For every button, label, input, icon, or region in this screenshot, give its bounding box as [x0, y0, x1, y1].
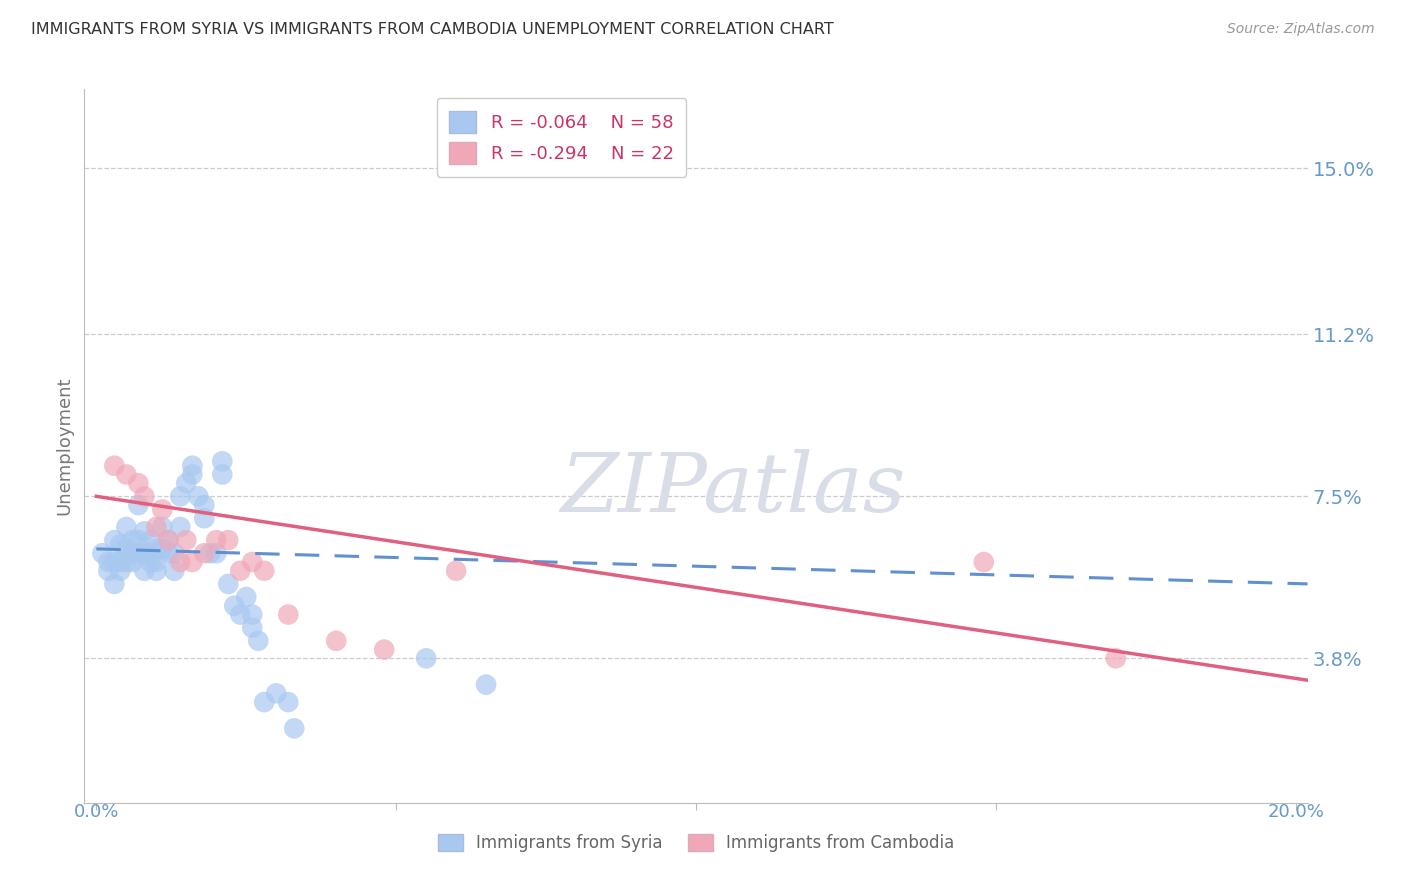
Point [103, 458, 125, 473]
Point [139, 555, 162, 569]
Point [444, 564, 467, 578]
Point [157, 533, 180, 548]
Point [205, 533, 228, 548]
Text: 0.0%: 0.0% [73, 803, 120, 821]
Point [277, 695, 299, 709]
Point [103, 533, 125, 548]
Point [169, 489, 191, 503]
Point [145, 520, 167, 534]
Y-axis label: Unemployment: Unemployment [55, 376, 73, 516]
Point [174, 476, 197, 491]
Point [97, 564, 120, 578]
Point [224, 599, 246, 613]
Point [121, 546, 143, 560]
Point [174, 533, 197, 548]
Point [103, 577, 125, 591]
Point [229, 564, 252, 578]
Point [373, 642, 395, 657]
Point [163, 564, 186, 578]
Point [211, 467, 233, 482]
Point [110, 537, 132, 551]
Text: 20.0%: 20.0% [1267, 803, 1324, 821]
Point [145, 555, 167, 569]
Point [139, 533, 162, 548]
Point [110, 555, 132, 569]
Text: Source: ZipAtlas.com: Source: ZipAtlas.com [1227, 22, 1375, 37]
Point [217, 533, 239, 548]
Point [139, 546, 162, 560]
Point [211, 454, 233, 468]
Point [91, 546, 114, 560]
Point [134, 524, 156, 539]
Point [127, 546, 149, 560]
Point [325, 633, 347, 648]
Legend: Immigrants from Syria, Immigrants from Cambodia: Immigrants from Syria, Immigrants from C… [432, 827, 960, 859]
Point [240, 607, 263, 622]
Point [121, 555, 143, 569]
Point [115, 555, 138, 569]
Point [157, 546, 180, 560]
Point [264, 686, 287, 700]
Text: ZIPatlas: ZIPatlas [560, 449, 905, 529]
Point [1105, 651, 1128, 665]
Point [145, 541, 167, 556]
Point [193, 546, 215, 560]
Point [163, 546, 186, 560]
Point [157, 533, 180, 548]
Point [127, 476, 149, 491]
Point [235, 590, 257, 604]
Point [187, 489, 209, 503]
Point [229, 607, 252, 622]
Point [150, 502, 173, 516]
Point [217, 577, 239, 591]
Point [193, 511, 215, 525]
Point [240, 555, 263, 569]
Point [97, 555, 120, 569]
Point [283, 722, 305, 736]
Point [253, 695, 276, 709]
Point [169, 555, 191, 569]
Text: IMMIGRANTS FROM SYRIA VS IMMIGRANTS FROM CAMBODIA UNEMPLOYMENT CORRELATION CHART: IMMIGRANTS FROM SYRIA VS IMMIGRANTS FROM… [31, 22, 834, 37]
Point [103, 555, 125, 569]
Point [115, 541, 138, 556]
Point [121, 533, 143, 548]
Point [200, 546, 222, 560]
Point [134, 564, 156, 578]
Point [181, 555, 204, 569]
Point [127, 533, 149, 548]
Point [475, 677, 498, 691]
Point [150, 520, 173, 534]
Point [973, 555, 995, 569]
Point [205, 546, 228, 560]
Point [110, 564, 132, 578]
Point [247, 633, 270, 648]
Point [240, 621, 263, 635]
Point [193, 498, 215, 512]
Point [134, 546, 156, 560]
Point [134, 489, 156, 503]
Point [145, 564, 167, 578]
Point [277, 607, 299, 622]
Point [181, 458, 204, 473]
Point [181, 467, 204, 482]
Point [415, 651, 437, 665]
Point [150, 541, 173, 556]
Point [115, 467, 138, 482]
Point [253, 564, 276, 578]
Point [169, 520, 191, 534]
Point [115, 520, 138, 534]
Point [127, 498, 149, 512]
